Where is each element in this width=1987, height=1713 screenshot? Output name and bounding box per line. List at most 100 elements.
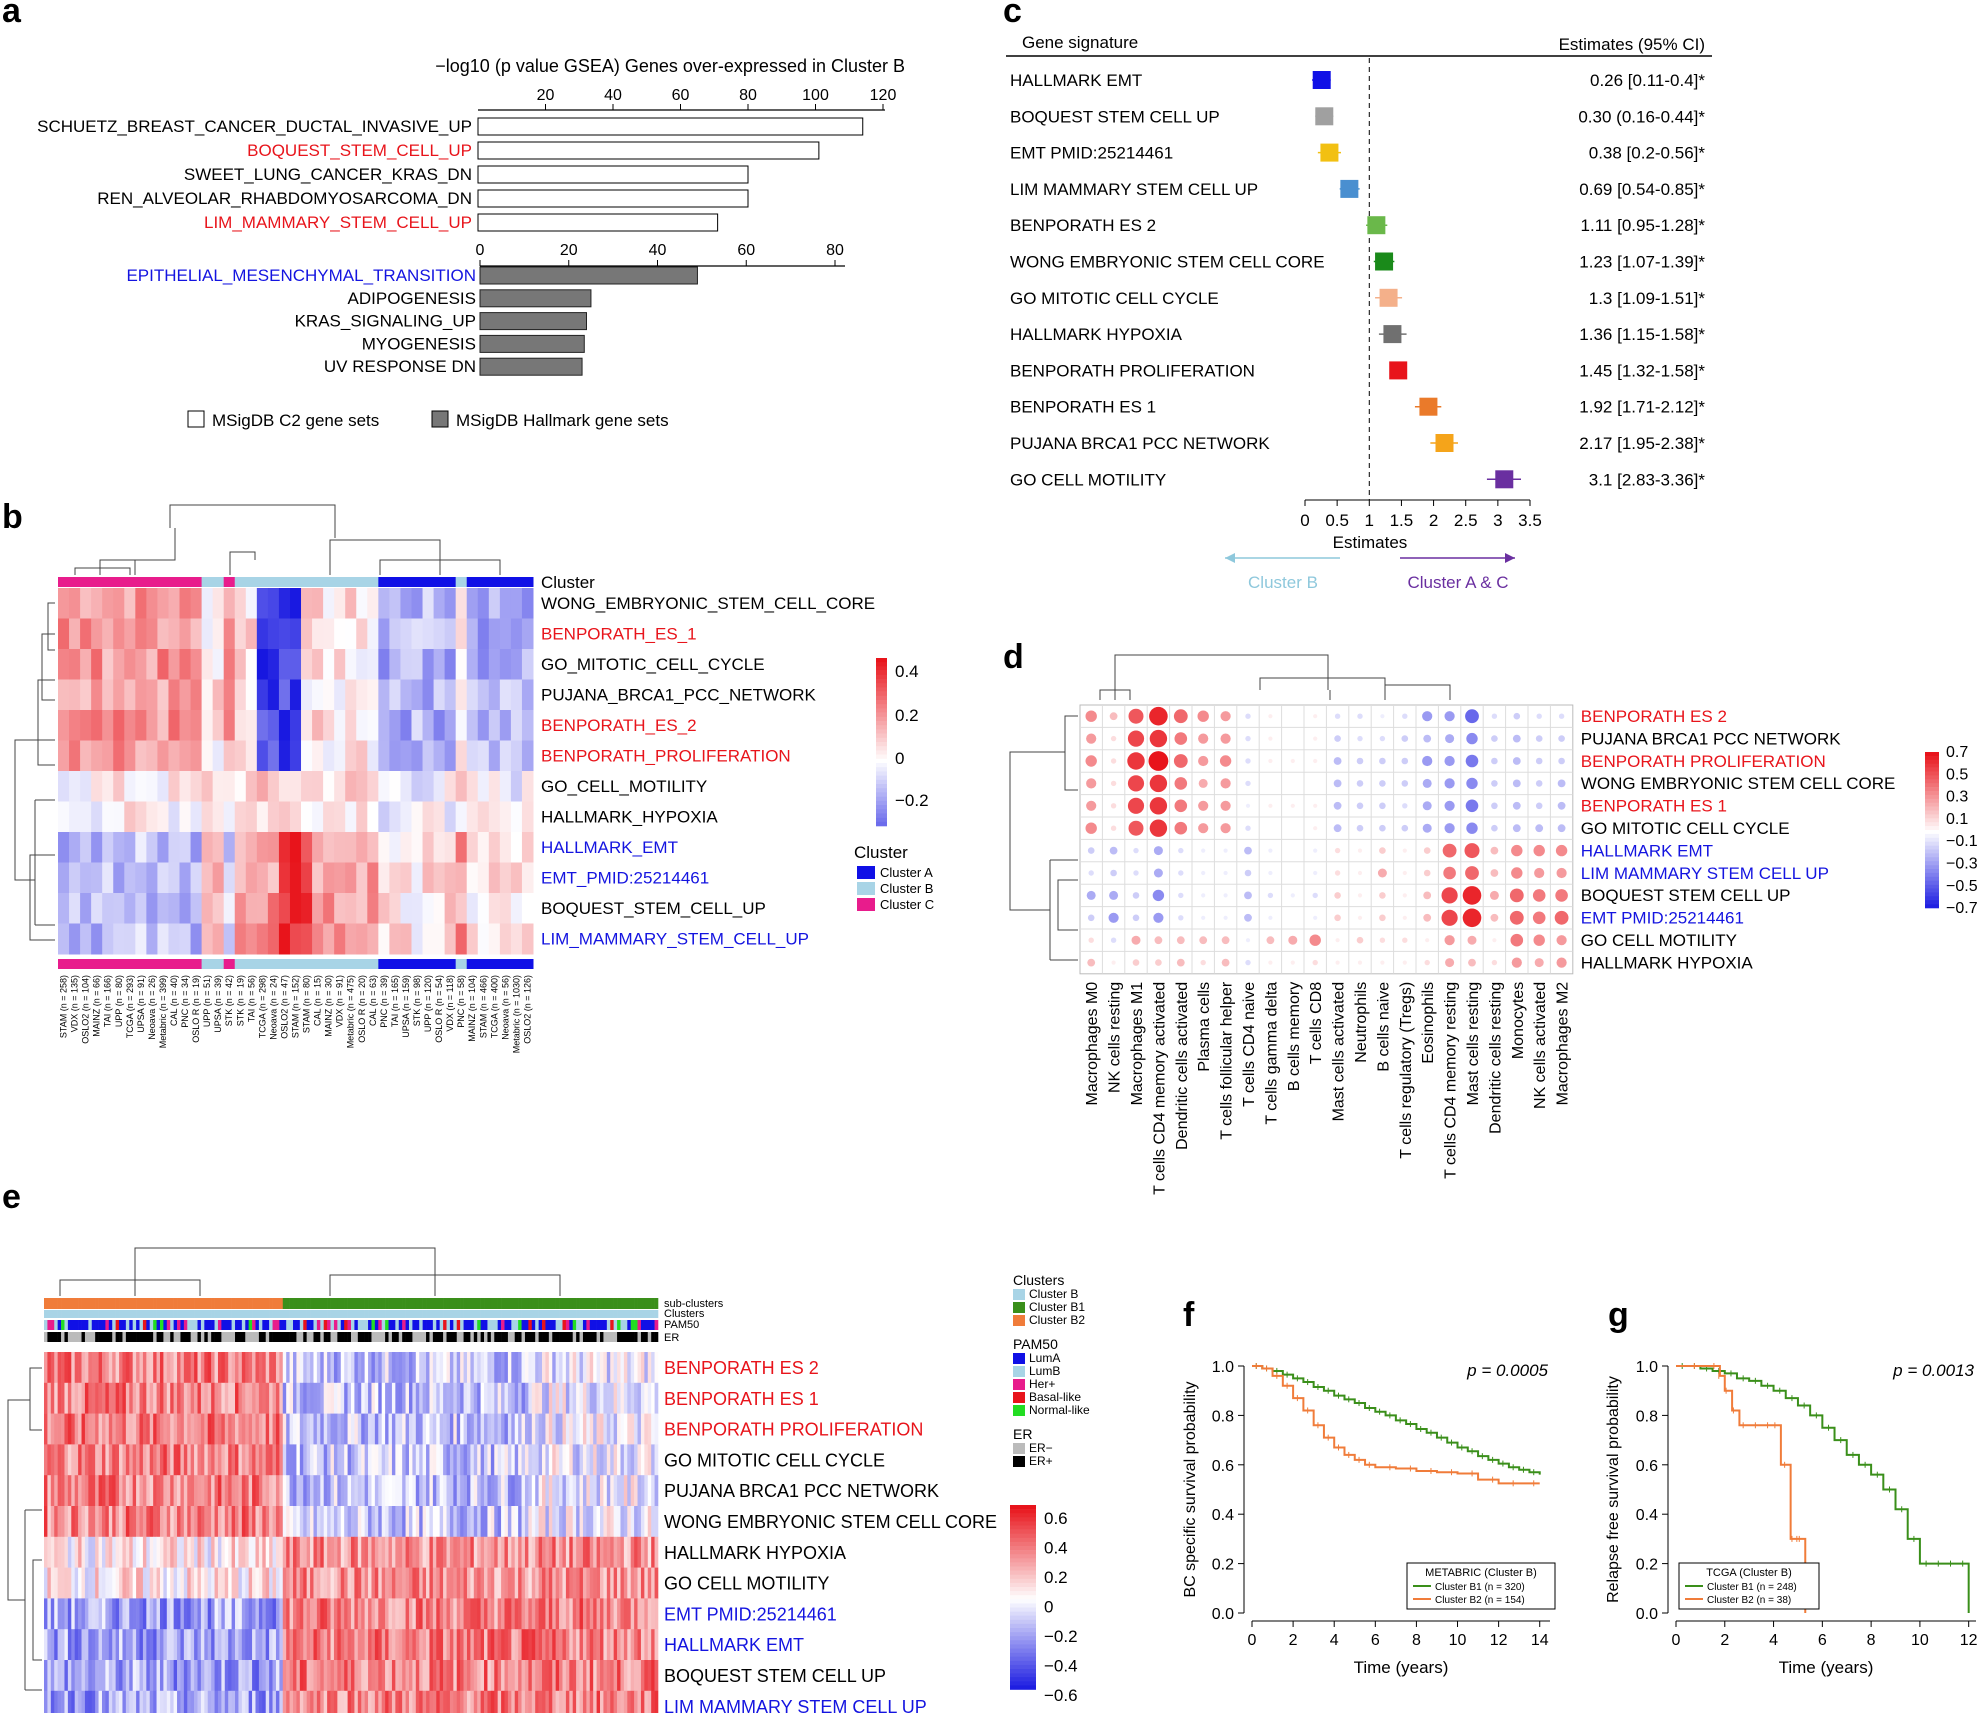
heat-cell	[400, 618, 412, 650]
heat-cell	[634, 1629, 638, 1661]
heat-cell	[347, 1352, 352, 1384]
heat-cell	[282, 1475, 287, 1507]
heat-cell	[299, 1660, 304, 1692]
correlation-dot	[1313, 870, 1318, 876]
correlation-dot	[1153, 868, 1163, 878]
heat-cell	[484, 1690, 488, 1713]
cluster-cell	[95, 1310, 99, 1318]
heat-cell	[102, 618, 114, 650]
heat-cell	[54, 1660, 58, 1692]
heat-cell	[398, 1413, 403, 1445]
heat-cell	[279, 1567, 284, 1599]
heat-cell	[101, 1690, 106, 1713]
heat-cell	[453, 1475, 458, 1507]
heat-cell	[582, 1475, 587, 1507]
subcluster-cell	[207, 1298, 212, 1309]
column-label: OSLO R (n = 19)	[191, 975, 201, 1043]
cluster-cell	[586, 1310, 591, 1318]
heat-cell	[422, 1444, 427, 1476]
correlation-dot	[1088, 870, 1094, 876]
correlation-dot	[1201, 848, 1206, 853]
heat-cell	[589, 1506, 594, 1538]
heat-cell	[388, 1352, 393, 1384]
tick-label-top: 40	[604, 87, 622, 104]
heat-cell	[351, 1506, 355, 1538]
heat-cell	[524, 1444, 529, 1476]
cluster-bar-cell	[289, 577, 302, 587]
heat-cell	[374, 1567, 379, 1599]
pam50-cell	[559, 1320, 563, 1330]
heat-cell	[510, 618, 523, 650]
heat-cell	[119, 1660, 123, 1692]
heat-cell	[132, 1690, 137, 1713]
heat-cell	[275, 1413, 280, 1445]
colorbar-step	[876, 784, 887, 789]
heat-cell	[586, 1413, 591, 1445]
pam50-cell	[630, 1320, 635, 1330]
heat-cell	[499, 618, 512, 650]
heat-cell	[64, 1444, 69, 1476]
heat-cell	[511, 1690, 516, 1713]
heat-cell	[426, 1536, 430, 1568]
heat-cell	[444, 588, 457, 619]
heat-cell	[559, 1598, 563, 1630]
heat-cell	[50, 1475, 55, 1507]
colorbar-tick: 0.1	[1946, 811, 1968, 828]
legend-label: Cluster B2 (n = 154)	[1435, 1595, 1525, 1606]
heat-cell	[272, 1598, 277, 1630]
row-label: BENPORATH_PROLIFERATION	[541, 747, 791, 766]
heat-cell	[565, 1413, 570, 1445]
heat-cell	[562, 1413, 567, 1445]
heat-cell	[299, 1444, 304, 1476]
heat-cell	[190, 679, 203, 711]
pam50-cell	[381, 1320, 386, 1330]
heat-cell	[391, 1475, 396, 1507]
pam50-cell	[415, 1320, 420, 1330]
heat-cell	[444, 679, 457, 711]
heat-cell	[488, 740, 501, 772]
heat-cell	[630, 1660, 635, 1692]
subcluster-cell	[101, 1298, 106, 1309]
cluster-bar-cell	[521, 577, 534, 587]
correlation-dot	[1357, 960, 1363, 965]
pam50-cell	[582, 1320, 587, 1330]
correlation-dot	[1333, 779, 1342, 788]
heat-cell	[637, 1475, 642, 1507]
cluster-cell	[310, 1310, 314, 1318]
heat-cell	[501, 1413, 505, 1445]
heat-cell	[378, 618, 390, 650]
heat-cell	[582, 1567, 587, 1599]
heat-cell	[340, 1413, 345, 1445]
subcluster-cell	[501, 1298, 505, 1309]
heat-cell	[47, 1690, 52, 1713]
column-label: Mast cells resting	[1465, 982, 1482, 1106]
heat-cell	[78, 1536, 82, 1568]
cluster-bar-cell	[356, 959, 368, 969]
heat-cell	[562, 1382, 567, 1414]
colorbar-step	[876, 746, 887, 751]
row-label: HALLMARK HYPOXIA	[664, 1543, 846, 1563]
heat-cell	[212, 832, 225, 863]
heat-cell	[166, 1352, 171, 1384]
colorbar-step	[876, 691, 887, 697]
heat-cell	[95, 1660, 99, 1692]
heat-cell	[234, 618, 247, 650]
heat-cell	[278, 923, 291, 955]
subcluster-cell	[122, 1298, 127, 1309]
heat-cell	[289, 1382, 294, 1414]
heat-cell	[460, 1629, 464, 1661]
heat-cell	[374, 1598, 379, 1630]
dendro-link	[1009, 715, 1078, 961]
heat-cell	[487, 1506, 492, 1538]
heat-cell	[378, 679, 390, 711]
heat-cell	[640, 1536, 645, 1568]
heat-cell	[303, 1629, 307, 1661]
heat-cell	[432, 1444, 437, 1476]
heat-cell	[344, 1598, 348, 1630]
cluster-cell	[214, 1310, 219, 1318]
er-cell	[408, 1332, 413, 1342]
heat-cell	[57, 1660, 62, 1692]
heat-cell	[323, 740, 335, 772]
heat-cell	[507, 1382, 512, 1414]
correlation-dot	[1086, 890, 1096, 900]
